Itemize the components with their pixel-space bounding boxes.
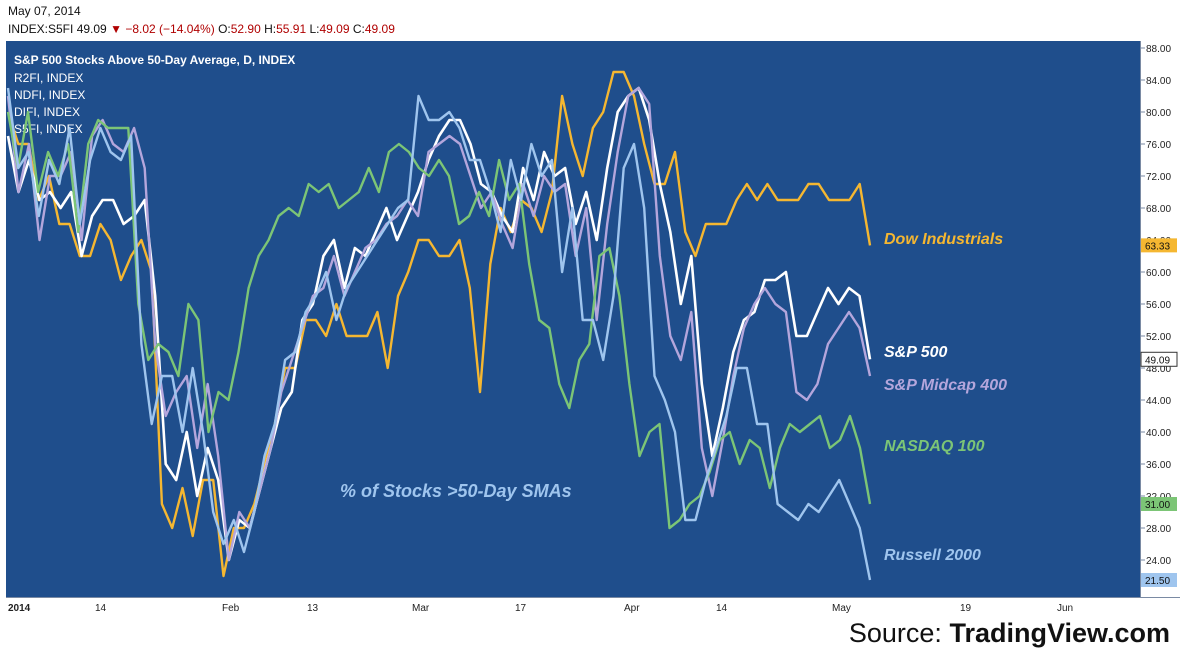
legend-entry: R2FI, INDEX [14,71,83,85]
series-label-dow: Dow Industrials [884,231,1003,248]
series-label-midcap: S&P Midcap 400 [884,377,1007,394]
y-tick-label: 56.00 [1146,300,1171,311]
price-tag-label-nasdaq: 31.00 [1145,500,1170,511]
y-tick-label: 60.00 [1146,268,1171,279]
legend-entry: DIFI, INDEX [14,105,80,119]
y-tick-label: 68.00 [1146,204,1171,215]
y-tick-label: 40.00 [1146,428,1171,439]
x-tick-label: 2014 [8,603,31,614]
chart-date: May 07, 2014 [8,4,81,18]
symbol[interactable]: INDEX:S5FI [8,22,74,36]
x-tick-label: Mar [412,603,430,614]
price-tag-label-sp500: 49.09 [1145,355,1170,366]
x-tick-label: Apr [624,603,640,614]
price-tag-label-russell: 21.50 [1145,576,1170,587]
price-tag-sp500 [1140,351,1178,367]
ticker-row: INDEX:S5FI 49.09 ▼ −8.02 (−14.04%) O:52.… [8,22,395,36]
y-tick-label: 76.00 [1146,140,1171,151]
x-tick-label: 14 [95,603,107,614]
high-label: H: [264,22,277,36]
open-label: O: [218,22,231,36]
x-tick-label: Feb [222,603,240,614]
low-value: 49.09 [319,22,350,36]
high-value: 55.91 [276,22,307,36]
y-tick-label: 52.00 [1146,332,1171,343]
y-tick-label: 24.00 [1146,556,1171,567]
x-tick-label: 17 [515,603,527,614]
x-tick-label: May [832,603,851,614]
y-tick-label: 80.00 [1146,108,1171,119]
change-value: −8.02 (−14.04%) [125,22,215,36]
series-line-nasdaq [6,110,872,530]
low-label: L: [309,22,320,36]
series-label-nasdaq: NASDAQ 100 [884,438,985,455]
price-tag-label-dow: 63.33 [1145,241,1170,252]
series-line-russell [6,87,872,581]
legend-entry: NDFI, INDEX [14,88,85,102]
source-prefix: Source: [848,618,950,648]
y-tick-label: 88.00 [1146,44,1171,55]
y-tick-label: 44.00 [1146,396,1171,407]
x-axis[interactable] [6,597,1180,618]
price-tag-dow [1141,238,1177,253]
y-tick-label: 48.00 [1146,364,1171,375]
source-credit: Source: TradingView.com [849,618,1170,649]
y-tick-label: 28.00 [1146,524,1171,535]
x-tick-label: 19 [960,603,972,614]
down-arrow-icon: ▼ [110,22,122,36]
series-label-russell: Russell 2000 [884,547,981,564]
y-tick-label: 72.00 [1146,172,1171,183]
x-tick-label: 14 [716,603,728,614]
chart-panel[interactable] [6,41,1140,597]
chart-annotation: % of Stocks >50-Day SMAs [340,481,572,501]
source-name: TradingView.com [949,618,1170,648]
y-tick-label: 84.00 [1146,76,1171,87]
last-value: 49.09 [76,22,107,36]
close-value: 49.09 [364,22,395,36]
price-tag-nasdaq [1141,497,1177,511]
price-tag-russell [1141,573,1177,587]
x-tick-label: 13 [307,603,319,614]
close-label: C: [352,22,365,36]
series-label-sp500: S&P 500 [884,344,948,361]
series-line-sp500 [6,86,872,562]
x-tick-label: Jun [1057,603,1073,614]
open-value: 52.90 [230,22,261,36]
chart-title: S&P 500 Stocks Above 50-Day Average, D, … [14,53,295,67]
y-tick-label: 36.00 [1146,460,1171,471]
